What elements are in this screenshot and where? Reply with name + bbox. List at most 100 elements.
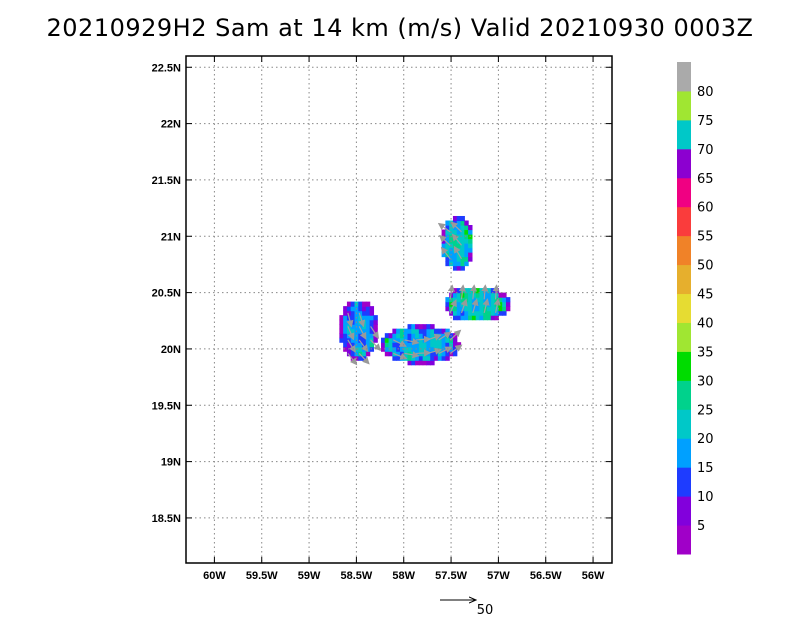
field-cell: [490, 292, 496, 298]
field-cell: [464, 252, 469, 258]
field-cell: [381, 337, 386, 343]
field-cell: [403, 328, 409, 334]
field-cell: [362, 351, 367, 357]
field-cell: [460, 247, 465, 253]
field-cell: [456, 306, 462, 312]
field-cell: [411, 324, 416, 330]
field-cell: [407, 342, 412, 348]
field-cell: [445, 337, 450, 343]
field-cell: [483, 315, 488, 321]
field-cell: [418, 328, 424, 334]
field-cell: [384, 342, 390, 348]
colorbar-swatch: [677, 380, 691, 410]
field-cell: [365, 301, 371, 307]
field-cell: [358, 301, 363, 307]
field-cell: [358, 355, 363, 361]
field-cell: [479, 292, 484, 298]
field-cell: [369, 319, 375, 325]
field-cell: [460, 261, 465, 267]
field-cell: [487, 310, 492, 316]
field-cell: [426, 333, 431, 339]
field-cell: [471, 315, 477, 321]
field-cell: [502, 301, 507, 307]
field-cell: [426, 351, 431, 357]
field-cell: [452, 310, 458, 316]
field-cell: [369, 342, 375, 348]
field-cell: [505, 297, 511, 303]
field-cell: [365, 328, 371, 334]
field-cell: [441, 342, 446, 348]
field-cell: [494, 310, 499, 316]
field-cell: [339, 319, 344, 325]
field-cell: [365, 351, 371, 357]
field-cell: [396, 355, 401, 361]
field-cell: [456, 315, 462, 321]
wind-vector: [438, 346, 453, 354]
field-cell: [358, 310, 363, 316]
field-cell: [502, 292, 507, 298]
field-cell: [471, 310, 477, 316]
field-cell: [362, 301, 367, 307]
field-cell: [407, 333, 412, 339]
field-cell: [468, 301, 473, 307]
field-cell: [464, 229, 469, 235]
field-cell: [365, 319, 371, 325]
wind-vector: [460, 298, 468, 314]
field-cell: [358, 337, 363, 343]
field-cell: [418, 360, 424, 366]
wind-vector: [346, 312, 354, 328]
field-cell: [445, 256, 450, 262]
wind-vector: [447, 284, 455, 300]
field-cell: [460, 265, 465, 271]
field-cell: [434, 355, 439, 361]
field-cell: [369, 306, 375, 312]
wind-vector: [404, 351, 420, 359]
y-tick-label: 19N: [161, 457, 181, 469]
field-cell: [452, 306, 458, 312]
field-cell: [502, 310, 507, 316]
field-cell: [392, 333, 397, 339]
wind-vector: [481, 284, 489, 300]
field-cell: [464, 234, 469, 240]
colorbar-swatch: [677, 90, 691, 121]
field-cell: [343, 346, 348, 352]
colorbar-label: 25: [697, 403, 714, 418]
field-cell: [403, 333, 409, 339]
field-cell: [471, 292, 477, 298]
field-cell: [434, 337, 439, 343]
field-cell: [479, 306, 484, 312]
field-cell: [350, 301, 356, 307]
field-cell: [460, 220, 465, 226]
field-cell: [452, 315, 458, 321]
field-cell: [498, 310, 503, 316]
field-cell: [411, 355, 416, 361]
field-cell: [365, 306, 371, 312]
field-cell: [505, 306, 511, 312]
field-cell: [388, 351, 393, 357]
wind-vector: [470, 284, 478, 300]
wind-vector: [347, 339, 356, 353]
field-cell: [464, 256, 469, 262]
field-cell: [456, 220, 462, 226]
field-cell: [460, 292, 465, 298]
field-cell: [422, 351, 428, 357]
field-cell: [411, 328, 416, 334]
field-cell: [441, 229, 446, 235]
field-cell: [373, 337, 378, 343]
field-cell: [441, 328, 446, 334]
field-cell: [460, 229, 465, 235]
field-cell: [399, 333, 405, 339]
field-cell: [388, 342, 393, 348]
field-cell: [460, 310, 465, 316]
field-cell: [426, 346, 431, 352]
x-tick-label: 56W: [582, 570, 605, 582]
field-cell: [464, 292, 469, 298]
field-cell: [452, 265, 458, 271]
field-cell: [415, 324, 420, 330]
field-cell: [502, 306, 507, 312]
colorbar-label: 65: [697, 172, 714, 187]
field-cell: [407, 346, 412, 352]
field-cell: [460, 256, 465, 262]
field-cell: [358, 306, 363, 312]
field-cell: [418, 324, 424, 330]
